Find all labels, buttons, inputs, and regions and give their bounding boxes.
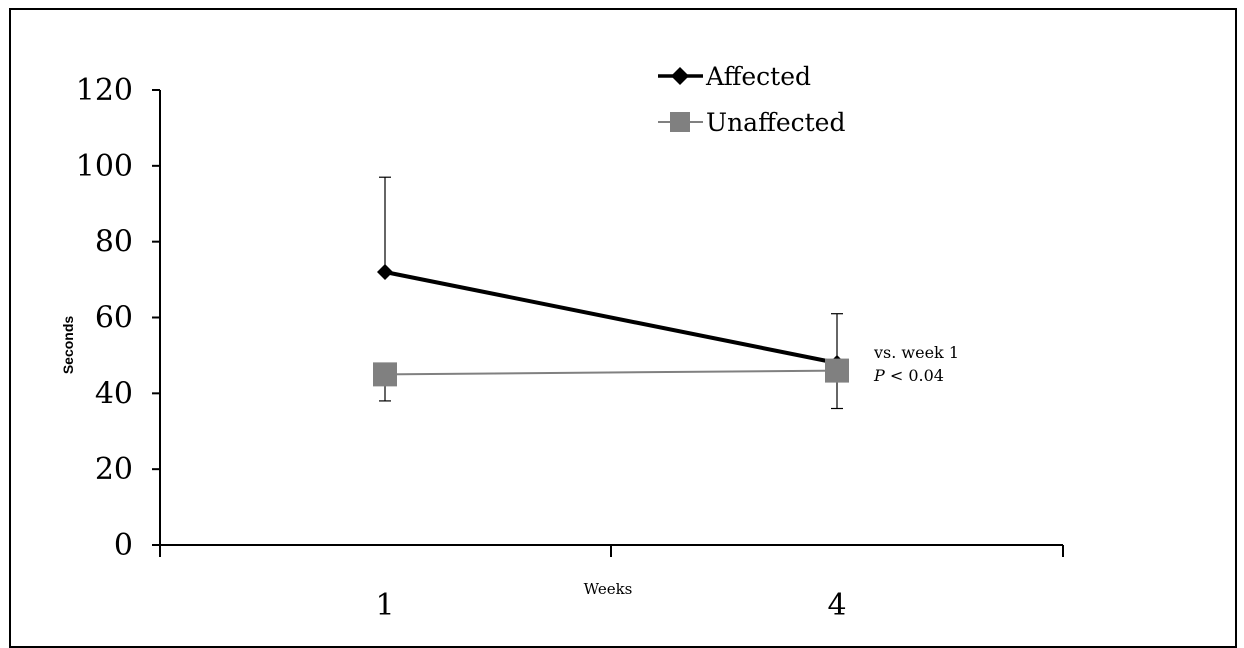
point-affected-1 xyxy=(377,264,393,280)
legend-marker-affected xyxy=(671,67,689,85)
annotation: vs. week 1 P < 0.04 xyxy=(873,343,959,385)
annotation-p-rest: < 0.04 xyxy=(885,366,944,385)
legend-marker-unaffected xyxy=(670,112,690,132)
point-unaffected-4 xyxy=(825,358,849,383)
y-tick-label-120: 120 xyxy=(76,73,133,108)
x-axis-title: Weeks xyxy=(584,580,633,598)
legend-label-affected: Affected xyxy=(705,62,811,91)
y-tick-label-100: 100 xyxy=(76,149,133,184)
axes: 0 20 40 60 80 100 120 1 4 xyxy=(76,73,1064,623)
legend: Affected Unaffected xyxy=(658,62,845,137)
annotation-line2: P < 0.04 xyxy=(873,366,944,385)
legend-item-unaffected: Unaffected xyxy=(658,108,845,137)
y-tick-label-80: 80 xyxy=(95,225,133,260)
x-tick-label-4: 4 xyxy=(827,588,846,623)
point-unaffected-1 xyxy=(373,362,397,387)
annotation-p: P xyxy=(873,366,885,385)
y-tick-label-40: 40 xyxy=(95,376,133,411)
legend-label-unaffected: Unaffected xyxy=(706,108,845,137)
legend-item-affected: Affected xyxy=(658,62,811,91)
series-layer xyxy=(373,176,849,410)
chart: 0 20 40 60 80 100 120 1 4 Seconds Weeks Affected… xyxy=(60,62,1064,623)
y-tick-label-0: 0 xyxy=(114,528,133,563)
series-line-affected xyxy=(384,270,838,365)
y-tick-label-20: 20 xyxy=(95,452,133,487)
annotation-line1: vs. week 1 xyxy=(873,343,959,362)
y-axis-title: Seconds xyxy=(60,316,76,375)
x-tick-label-1: 1 xyxy=(375,588,394,623)
series-line-unaffected xyxy=(384,369,838,376)
y-tick-label-60: 60 xyxy=(95,301,133,336)
